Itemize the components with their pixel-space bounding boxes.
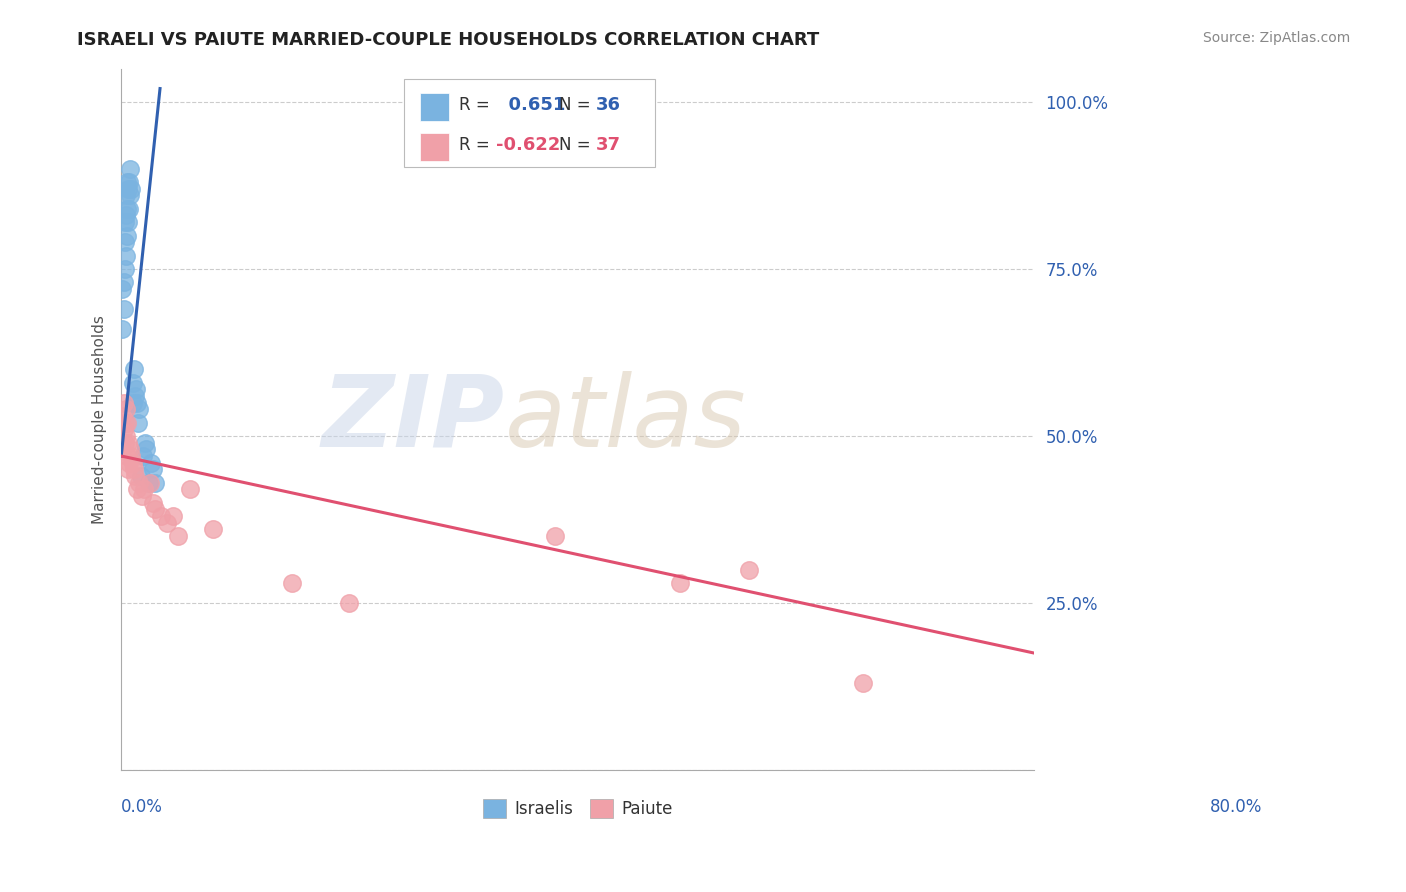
Text: 37: 37 — [596, 136, 621, 154]
Point — [128, 475, 150, 490]
Point — [127, 416, 149, 430]
Text: ZIP: ZIP — [322, 371, 505, 467]
Point — [179, 483, 201, 497]
Point — [112, 275, 135, 289]
Point — [111, 442, 134, 457]
Point — [132, 483, 155, 497]
Point — [131, 489, 153, 503]
Point — [114, 249, 136, 263]
Point — [118, 456, 141, 470]
Point — [115, 416, 138, 430]
Point — [114, 209, 136, 223]
Text: -0.622: -0.622 — [495, 136, 560, 154]
Point — [139, 475, 162, 490]
FancyBboxPatch shape — [420, 133, 449, 161]
Point — [669, 576, 692, 591]
Point — [117, 462, 139, 476]
Text: N =: N = — [560, 136, 591, 154]
Point — [111, 322, 134, 336]
Point — [117, 435, 139, 450]
Point — [127, 483, 149, 497]
Text: 36: 36 — [596, 96, 621, 114]
Point — [114, 262, 136, 277]
Point — [339, 596, 361, 610]
Point — [127, 395, 149, 409]
Point — [115, 449, 138, 463]
Point — [112, 395, 135, 409]
Point — [121, 449, 143, 463]
Point — [134, 435, 156, 450]
Text: 0.0%: 0.0% — [121, 798, 163, 816]
Text: 0.651: 0.651 — [495, 96, 565, 114]
Point — [120, 161, 142, 176]
Point — [201, 523, 224, 537]
FancyBboxPatch shape — [420, 93, 449, 120]
Y-axis label: Married-couple Households: Married-couple Households — [93, 315, 107, 524]
Point — [120, 188, 142, 202]
Point — [156, 516, 179, 530]
Point — [114, 429, 136, 443]
Legend: Israelis, Paiute: Israelis, Paiute — [477, 792, 679, 825]
Text: N =: N = — [560, 96, 591, 114]
Text: atlas: atlas — [505, 371, 747, 467]
Point — [128, 402, 150, 417]
Point — [162, 509, 184, 524]
Point — [122, 462, 145, 476]
Point — [135, 442, 157, 457]
Point — [142, 496, 165, 510]
Point — [111, 409, 134, 423]
Point — [121, 376, 143, 390]
Point — [114, 188, 136, 202]
Point — [142, 462, 165, 476]
Point — [112, 422, 135, 436]
Point — [150, 509, 173, 524]
Point — [115, 228, 138, 243]
Point — [138, 475, 160, 490]
Point — [544, 529, 567, 543]
Text: R =: R = — [458, 136, 489, 154]
Point — [125, 382, 148, 396]
Point — [114, 435, 136, 450]
Point — [124, 469, 146, 483]
Text: R =: R = — [458, 96, 489, 114]
Point — [115, 175, 138, 189]
Point — [145, 475, 167, 490]
Point — [852, 676, 875, 690]
Point — [145, 502, 167, 516]
Point — [117, 215, 139, 229]
Point — [118, 202, 141, 216]
Point — [112, 301, 135, 316]
Text: ISRAELI VS PAIUTE MARRIED-COUPLE HOUSEHOLDS CORRELATION CHART: ISRAELI VS PAIUTE MARRIED-COUPLE HOUSEHO… — [77, 31, 820, 49]
Text: 80.0%: 80.0% — [1211, 798, 1263, 816]
Point — [122, 362, 145, 376]
Point — [281, 576, 304, 591]
Point — [120, 442, 142, 457]
Point — [121, 456, 143, 470]
Point — [132, 449, 155, 463]
Point — [738, 563, 761, 577]
Point — [139, 456, 162, 470]
Point — [124, 389, 146, 403]
Point — [115, 202, 138, 216]
Text: Source: ZipAtlas.com: Source: ZipAtlas.com — [1202, 31, 1350, 45]
Point — [121, 182, 143, 196]
Point — [117, 182, 139, 196]
Point — [114, 416, 136, 430]
FancyBboxPatch shape — [405, 79, 655, 167]
Point — [121, 395, 143, 409]
Point — [111, 282, 134, 296]
Point — [114, 402, 136, 417]
Point — [167, 529, 190, 543]
Point — [114, 215, 136, 229]
Point — [114, 235, 136, 250]
Point — [129, 469, 152, 483]
Point — [118, 175, 141, 189]
